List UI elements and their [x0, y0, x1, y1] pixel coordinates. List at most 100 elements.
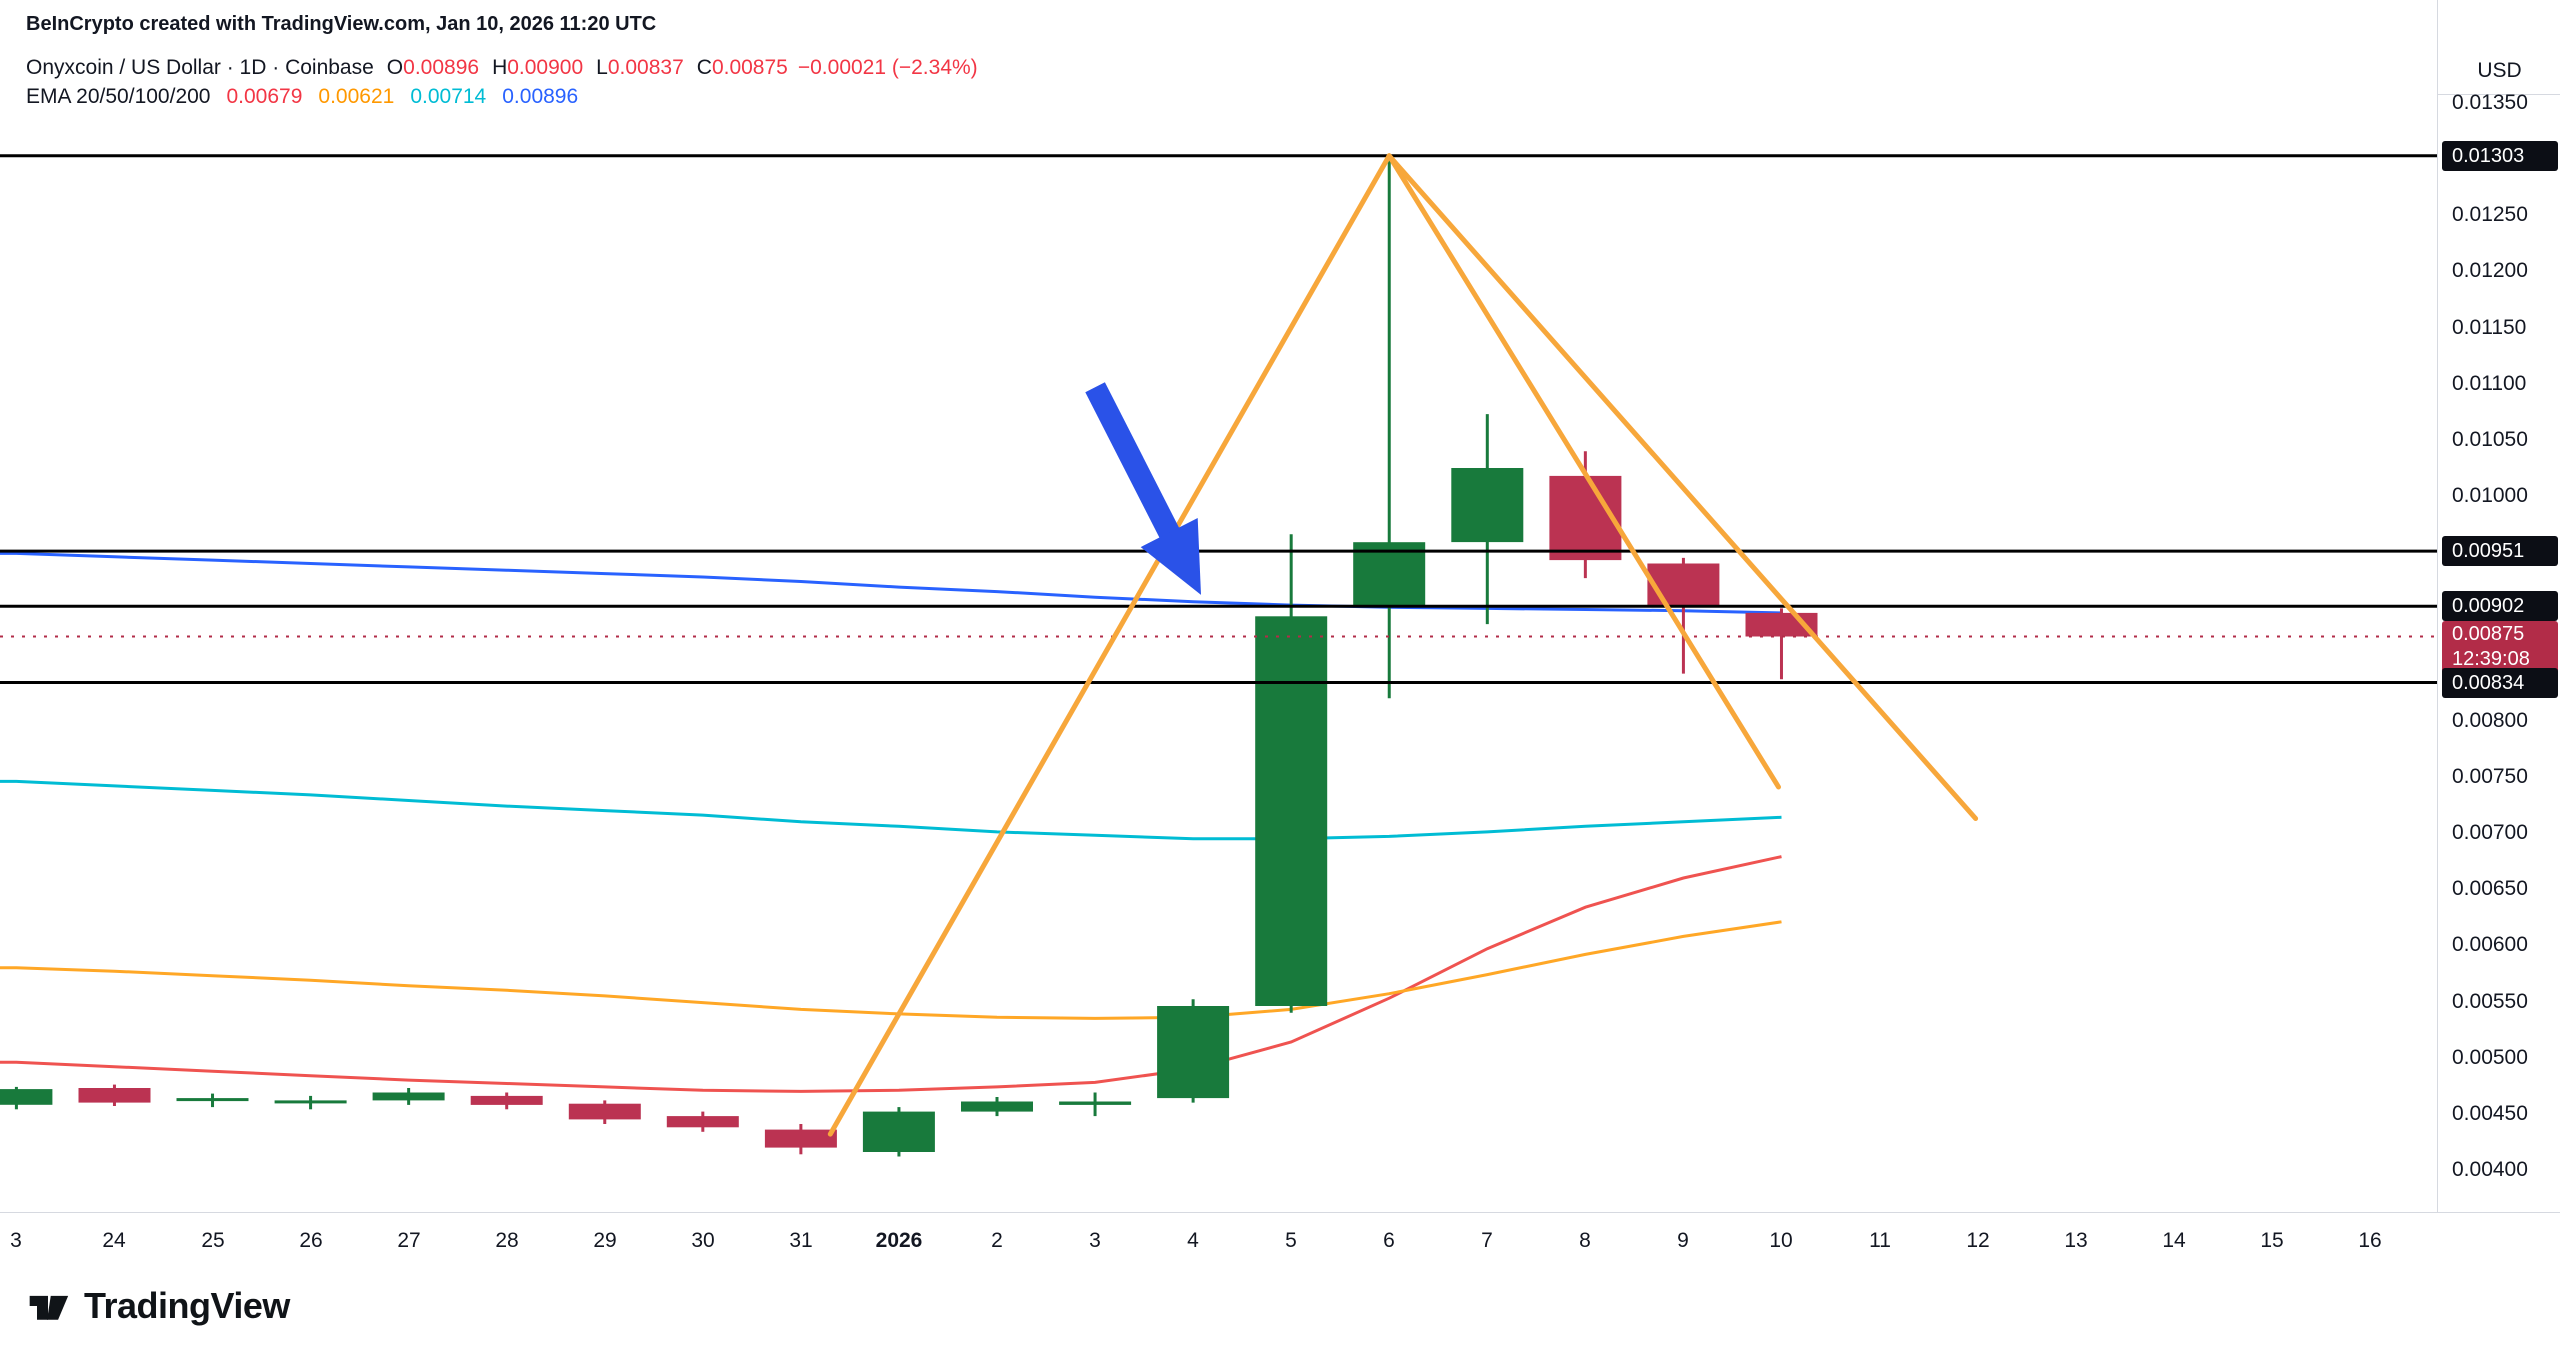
symbol-legend[interactable]: Onyxcoin / US Dollar · 1D · Coinbase O0.0… [26, 56, 978, 80]
time-label: 3 [10, 1229, 22, 1252]
time-label: 9 [1677, 1229, 1689, 1252]
time-label: 5 [1285, 1229, 1297, 1252]
price-level-badge: 0.01303 [2442, 141, 2558, 171]
price-level-badge: 0.00951 [2442, 536, 2558, 566]
ohlc-label: O [386, 56, 404, 79]
currency-label: USD [2477, 59, 2522, 82]
arrow-annotation-shaft[interactable] [1085, 382, 1182, 543]
price-tick: 0.00500 [2452, 1046, 2528, 1069]
time-label: 11 [1869, 1229, 1891, 1252]
ohlc-label: L [596, 56, 608, 79]
ema-100-line [0, 779, 1782, 841]
tradingview-logo-icon[interactable] [26, 1284, 70, 1328]
price-tick: 0.00450 [2452, 1102, 2528, 1125]
ohlc-value: 0.00837 [607, 56, 684, 79]
price-tick: 0.00700 [2452, 821, 2528, 844]
price-tick: 0.01250 [2452, 203, 2528, 226]
price-tick: 0.01200 [2452, 259, 2528, 282]
time-label: 12 [1966, 1229, 1990, 1252]
ohlc-label: H [492, 56, 508, 79]
ohlc-value: 0.00875 [711, 56, 788, 79]
candle-down [666, 1116, 739, 1128]
symbol-title[interactable]: Onyxcoin / US Dollar · 1D · Coinbase [26, 56, 374, 79]
current-price-value: 0.00875 [2452, 623, 2525, 645]
time-label: 15 [2260, 1229, 2284, 1252]
time-label: 8 [1579, 1229, 1591, 1252]
time-label: 2026 [875, 1229, 923, 1252]
brand-name[interactable]: TradingView [84, 1285, 290, 1326]
time-label: 14 [2162, 1229, 2186, 1252]
ema-legend[interactable]: EMA 20/50/100/200 0.00679 0.00621 0.00714 0.… [26, 85, 578, 109]
candle-up [176, 1098, 249, 1102]
candle-up [961, 1101, 1033, 1112]
price-tick: 0.00650 [2452, 877, 2528, 900]
candle-down [764, 1129, 837, 1148]
candle-up [1059, 1101, 1132, 1105]
time-label: 28 [495, 1229, 519, 1252]
time-label: 24 [102, 1229, 126, 1252]
candle-up [862, 1111, 935, 1152]
footer: TradingView [26, 1284, 290, 1328]
price-axis[interactable]: USD 0.00875 12:39:08 0.01350 0.01250 0.012… [2437, 0, 2560, 1212]
price-tick: 0.00400 [2452, 1158, 2528, 1181]
ema-indicator-title[interactable]: EMA 20/50/100/200 [26, 85, 211, 108]
candle-up [372, 1092, 445, 1101]
ohlc-value: 0.00896 [403, 56, 480, 79]
candle-up [1157, 1006, 1230, 1099]
price-tick: 0.01000 [2452, 484, 2528, 507]
ema-value: 0.00896 [502, 85, 579, 108]
time-label: 25 [201, 1229, 225, 1252]
candle-down [78, 1088, 151, 1103]
trendline[interactable] [1386, 153, 1781, 790]
price-level-badge: 0.00902 [2442, 591, 2558, 621]
axis-separator [2438, 94, 2560, 95]
price-tick: 0.00550 [2452, 990, 2528, 1013]
price-level-badge: 0.00834 [2442, 668, 2558, 698]
arrow-annotation-head[interactable] [1140, 518, 1201, 595]
time-label: 30 [691, 1229, 715, 1252]
price-change: −0.00021 (−2.34%) [797, 56, 978, 79]
time-label: 13 [2064, 1229, 2088, 1252]
time-label: 4 [1187, 1229, 1199, 1252]
ema-200-line [0, 551, 1782, 615]
candle-down [470, 1095, 543, 1105]
candle-down [568, 1103, 641, 1120]
candle-down [1549, 475, 1622, 561]
time-label: 29 [593, 1229, 617, 1252]
price-tick: 0.00600 [2452, 933, 2528, 956]
attribution-text: BeInCrypto created with TradingView.com,… [26, 13, 657, 35]
bar-countdown: 12:39:08 [2452, 648, 2530, 670]
time-axis[interactable]: 3 24 25 26 27 28 29 30 31 2026 2 3 4 5 6 7 8 9 10 11 12 13 14 1… [0, 1212, 2560, 1271]
candle-up [1353, 542, 1426, 606]
time-label: 7 [1481, 1229, 1493, 1252]
ema-value: 0.00679 [226, 85, 303, 108]
price-tick: 0.01350 [2452, 91, 2528, 114]
trendline[interactable] [1386, 153, 1979, 821]
ema-20-line [0, 855, 1782, 1093]
price-tick: 0.01100 [2452, 372, 2527, 395]
price-tick: 0.00800 [2452, 709, 2528, 732]
ema-value: 0.00714 [410, 85, 487, 108]
time-label: 3 [1089, 1229, 1101, 1252]
ohlc-values: O0.00896 H0.00900 L0.00837 C0.00875 [374, 56, 788, 79]
price-tick: 0.01050 [2452, 428, 2528, 451]
candle-up [1451, 468, 1524, 543]
time-label: 2 [991, 1229, 1003, 1252]
time-label: 16 [2358, 1229, 2382, 1252]
time-label: 26 [299, 1229, 323, 1252]
time-label: 31 [789, 1229, 813, 1252]
price-tick: 0.01150 [2452, 316, 2527, 339]
ohlc-value: 0.00900 [507, 56, 584, 79]
price-tick: 0.00750 [2452, 765, 2528, 788]
candle-up [0, 1089, 53, 1105]
candle-up [274, 1100, 347, 1104]
time-label: 27 [397, 1229, 421, 1252]
trendline[interactable] [827, 153, 1392, 1137]
chart-canvas[interactable] [0, 0, 2437, 1212]
candle-down [1647, 563, 1720, 606]
ohlc-label: C [696, 56, 712, 79]
time-label: 10 [1769, 1229, 1793, 1252]
ema-values: 0.00679 0.00621 0.00714 0.00896 [210, 85, 578, 108]
ema-value: 0.00621 [318, 85, 395, 108]
